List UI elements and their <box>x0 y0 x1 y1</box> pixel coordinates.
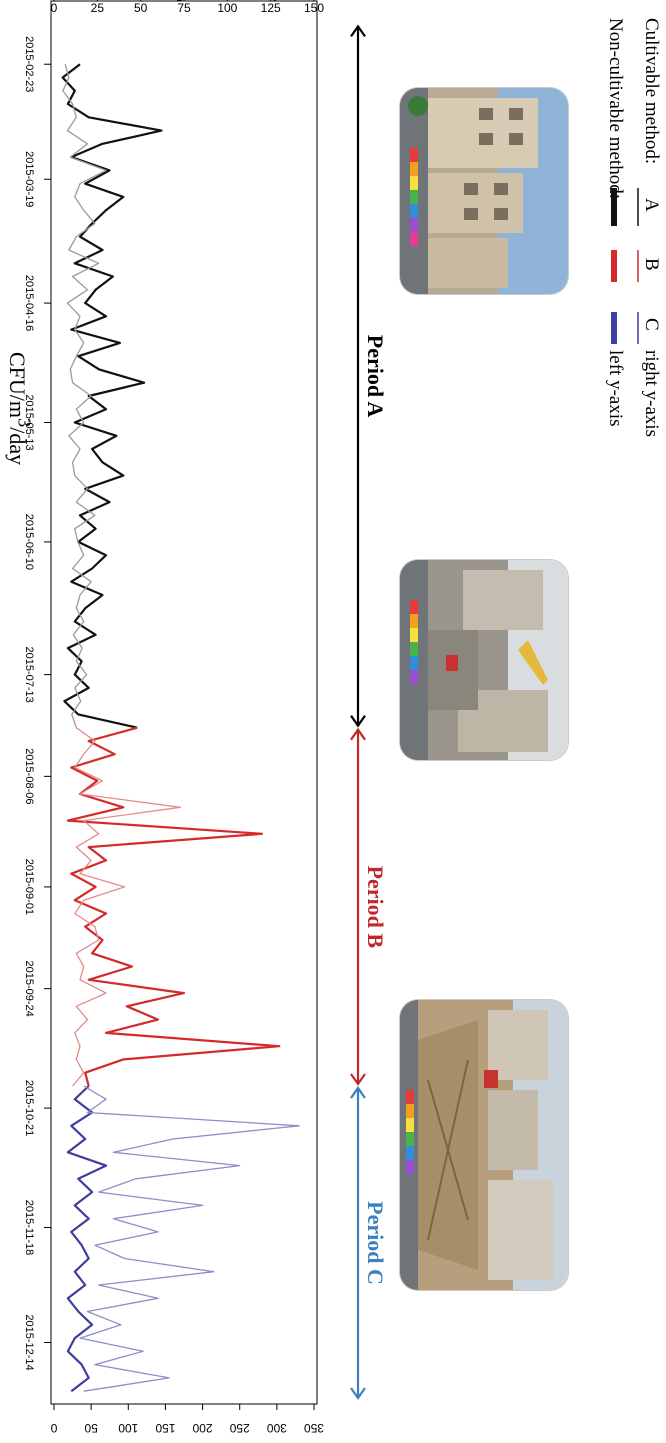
right-tick-label-3: 150 <box>155 1421 175 1435</box>
x-axis: 2015-02-23 2015-03-19 2015-04-16 2015-05-13… <box>23 36 51 1371</box>
period-arrows: Period A Period B Period C <box>350 24 388 1400</box>
right-axis: 0 50 100 150 200 250 300 350 <box>50 1404 324 1435</box>
x-tick-label-2: 2015-04-16 <box>23 275 35 331</box>
x-tick-label-7: 2015-09-01 <box>23 859 35 915</box>
left-tick-label-1: 25 <box>91 1 105 15</box>
left-tick-label-6: 150 <box>304 1 324 15</box>
x-tick-label-0: 2015-02-23 <box>23 36 35 92</box>
series-line-c-cultivable <box>79 1085 300 1392</box>
series-lines <box>61 63 300 1393</box>
photo-site-period-b <box>400 560 568 760</box>
left-tick-label-3: 75 <box>177 1 191 15</box>
right-tick-label-4: 200 <box>192 1421 212 1435</box>
right-tick-label-0: 0 <box>50 1421 57 1435</box>
x-tick-label-10: 2015-11-18 <box>23 1200 35 1255</box>
x-tick-label-6: 2015-08-06 <box>23 748 35 804</box>
x-tick-label-11: 2015-12-14 <box>23 1314 35 1370</box>
series-line-b-cultivable <box>72 727 181 1087</box>
x-tick-label-8: 2015-09-24 <box>23 961 35 1017</box>
period-label-0: Period A <box>363 335 388 418</box>
right-tick-label-7: 350 <box>304 1421 324 1435</box>
left-tick-label-5: 125 <box>261 1 281 15</box>
period-arrowhead-end-0 <box>350 715 366 728</box>
x-tick-label-9: 2015-10-21 <box>23 1080 35 1136</box>
right-tick-label-6: 300 <box>267 1421 287 1435</box>
right-tick-label-5: 250 <box>229 1421 249 1435</box>
left-axis: 0 25 50 75 100 125 150 <box>51 0 324 15</box>
x-tick-label-4: 2015-06-10 <box>23 514 35 570</box>
photo-site-period-c <box>400 1000 568 1290</box>
period-label-2: Period C <box>363 1201 388 1285</box>
series-line-a-cultivable <box>62 64 107 728</box>
x-tick-label-3: 2015-05-13 <box>23 394 35 450</box>
photo-site-period-a <box>400 88 568 294</box>
period-arrowhead-end-1 <box>350 1073 366 1086</box>
right-tick-label-2: 100 <box>118 1421 138 1435</box>
left-tick-label-0: 0 <box>51 1 58 15</box>
right-tick-label-1: 50 <box>84 1421 98 1435</box>
period-arrowhead-start-2 <box>350 1086 366 1099</box>
left-tick-label-4: 100 <box>217 1 237 15</box>
series-line-c-noncultivable <box>66 1085 108 1393</box>
series-line-b-noncultivable <box>66 726 281 1087</box>
period-arrowhead-start-1 <box>350 727 366 741</box>
left-tick-label-2: 50 <box>134 1 148 15</box>
left-axis-title: Spore/m3/day <box>164 0 283 1</box>
period-arrowhead-end-2 <box>350 1387 366 1400</box>
legend-swatches <box>611 188 639 344</box>
x-tick-label-1: 2015-03-19 <box>23 151 35 207</box>
period-arrowhead-start-0 <box>350 24 366 38</box>
period-label-1: Period B <box>363 866 388 949</box>
x-tick-label-5: 2015-07-13 <box>23 646 35 702</box>
series-line-a-noncultivable <box>61 63 163 729</box>
left-axis-title-text: Spore/m <box>164 0 239 1</box>
